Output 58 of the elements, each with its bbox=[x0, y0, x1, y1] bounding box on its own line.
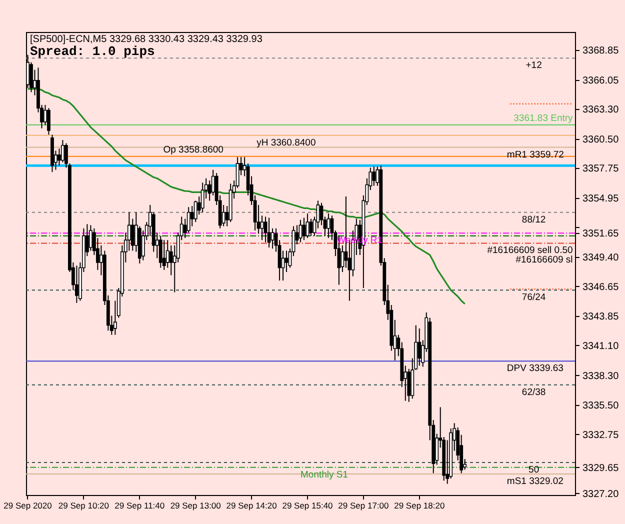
y-tick-label: 3343.85 bbox=[582, 312, 620, 323]
candlestick bbox=[190, 206, 194, 227]
annotation: 50 bbox=[528, 464, 540, 476]
candlestick bbox=[194, 200, 198, 222]
x-tick-label: 29 Sep 2020 bbox=[4, 500, 52, 510]
candlestick bbox=[270, 228, 274, 250]
x-tick-label: 29 Sep 13:00 bbox=[170, 500, 222, 510]
candlestick bbox=[326, 212, 330, 238]
candlestick bbox=[61, 140, 64, 163]
ref-line-label: Monthly S1 bbox=[300, 469, 348, 480]
y-tick-label: 3338.30 bbox=[582, 370, 620, 382]
candlestick bbox=[200, 182, 204, 213]
x-tick-label: 29 Sep 15:40 bbox=[282, 500, 334, 510]
y-tick-label: 3335.50 bbox=[582, 400, 620, 412]
y-tick-label: 3332.75 bbox=[582, 430, 620, 441]
candlestick bbox=[267, 217, 271, 248]
y-tick-label: 3354.95 bbox=[582, 194, 620, 205]
annotation: 62/38 bbox=[522, 386, 546, 398]
ref-line-label: 3361.83 Entry bbox=[514, 112, 574, 124]
y-tick-label: 3357.75 bbox=[582, 164, 620, 175]
y-tick-label: 3360.50 bbox=[582, 134, 620, 146]
ref-line-label: mS1 3329.02 bbox=[506, 476, 564, 488]
y-tick-label: 3363.30 bbox=[582, 104, 620, 116]
x-tick-label: 29 Sep 18:20 bbox=[394, 500, 445, 510]
candlestick bbox=[222, 204, 226, 227]
ref-line-label: yH 3360.8400 bbox=[256, 137, 316, 148]
y-tick-label: 3346.65 bbox=[582, 282, 620, 293]
candlestick bbox=[75, 265, 78, 304]
text: Spread: 1.0 pips bbox=[30, 44, 156, 59]
candlestick bbox=[284, 250, 288, 273]
candlestick bbox=[372, 166, 376, 186]
candlestick bbox=[260, 215, 264, 241]
x-tick-label: 29 Sep 10:20 bbox=[58, 500, 110, 510]
candlestick bbox=[309, 218, 313, 236]
x-tick-label: 29 Sep 17:00 bbox=[338, 500, 389, 510]
candlestick bbox=[162, 240, 166, 270]
y-tick-label: 3329.65 bbox=[582, 462, 620, 474]
candlestick bbox=[158, 235, 162, 268]
candlestick bbox=[47, 108, 50, 136]
y-tick-label: 3341.10 bbox=[582, 340, 620, 352]
annotation: +12 bbox=[526, 60, 542, 72]
annotation: 88/12 bbox=[522, 214, 546, 226]
ref-line-label: Op 3358.8600 bbox=[163, 144, 224, 156]
candlestick bbox=[407, 368, 411, 402]
y-tick-label: 3351.65 bbox=[582, 228, 620, 240]
ref-line-label: #16166609 sl bbox=[516, 254, 573, 266]
chart-title: [SP500]-ECN,M5 3329.68 3330.43 3329.43 3329.93 bbox=[30, 34, 263, 45]
y-tick-label: 3327.20 bbox=[582, 488, 620, 500]
y-tick-label: 3368.85 bbox=[582, 46, 620, 57]
annotation: 76/24 bbox=[522, 292, 546, 304]
candlestick bbox=[58, 148, 61, 166]
x-tick-label: 29 Sep 14:20 bbox=[226, 500, 278, 510]
x-tick-label: 29 Sep 11:40 bbox=[114, 500, 165, 510]
candlestick bbox=[418, 328, 422, 366]
ref-line-label: DPV 3339.63 bbox=[506, 363, 564, 374]
ref-line-label: #16166609 sell 0.50 bbox=[487, 244, 573, 256]
y-tick-label: 3366.05 bbox=[582, 75, 620, 86]
y-tick-label: 3349.40 bbox=[582, 252, 620, 264]
